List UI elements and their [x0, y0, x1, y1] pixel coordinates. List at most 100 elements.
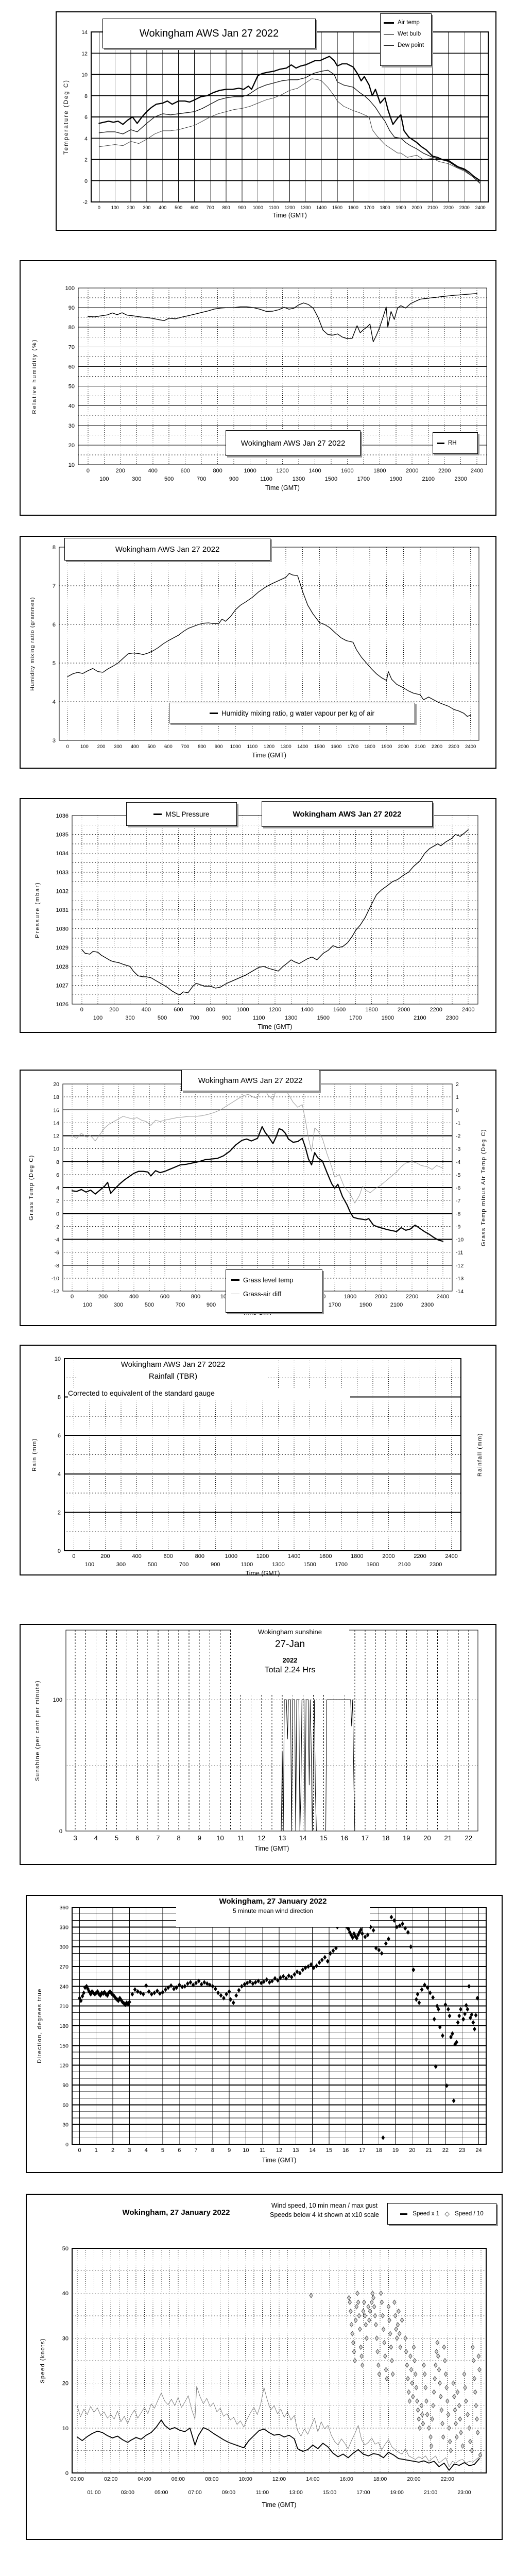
svg-text:800: 800 [191, 1294, 200, 1300]
svg-text:14: 14 [299, 1834, 306, 1842]
legend-item: Grass level temp [226, 1273, 322, 1287]
svg-text:600: 600 [164, 744, 173, 750]
svg-text:800: 800 [206, 1007, 215, 1013]
svg-text:02:00: 02:00 [104, 2476, 117, 2482]
svg-text:1900: 1900 [359, 1302, 372, 1308]
svg-text:15: 15 [326, 2147, 332, 2154]
svg-text:1800: 1800 [351, 1553, 363, 1560]
svg-text:300: 300 [114, 1302, 123, 1308]
svg-text:1100: 1100 [241, 1562, 253, 1568]
svg-text:2300: 2300 [454, 476, 467, 482]
svg-text:9: 9 [228, 2147, 231, 2154]
svg-text:14: 14 [53, 1120, 59, 1126]
svg-text:-13: -13 [456, 1276, 464, 1282]
svg-text:300: 300 [143, 205, 150, 210]
svg-text:500: 500 [164, 476, 174, 482]
svg-text:Time (GMT): Time (GMT) [262, 2501, 297, 2509]
svg-text:0: 0 [66, 744, 69, 750]
svg-text:1900: 1900 [382, 1015, 394, 1021]
svg-text:2100: 2100 [422, 476, 434, 482]
svg-text:Temperature (Deg C): Temperature (Deg C) [63, 79, 70, 155]
pressure-title: Wokingham AWS Jan 27 2022 [262, 801, 433, 827]
chart-title: Wokingham AWS Jan 27 2022 [293, 809, 402, 819]
svg-text:2400: 2400 [462, 1007, 474, 1013]
svg-text:2000: 2000 [398, 744, 409, 750]
svg-text:1400: 1400 [308, 468, 321, 474]
svg-text:5: 5 [161, 2147, 164, 2154]
svg-text:-12: -12 [456, 1263, 464, 1269]
svg-text:10: 10 [62, 2426, 68, 2432]
svg-text:13: 13 [293, 2147, 299, 2154]
svg-text:1800: 1800 [365, 1007, 377, 1013]
svg-text:0: 0 [65, 2142, 68, 2148]
svg-text:300: 300 [116, 1562, 126, 1568]
svg-text:-2: -2 [83, 199, 88, 206]
svg-text:1: 1 [95, 2147, 98, 2154]
svg-text:2400: 2400 [445, 1553, 457, 1560]
svg-text:2200: 2200 [432, 744, 442, 750]
svg-text:2200: 2200 [443, 205, 454, 210]
svg-text:200: 200 [98, 1294, 108, 1300]
wind-speed-chart: 00:00 02:00 04:00 06:00 08:00 10:00 12:00 14:00… [40, 2246, 487, 2509]
svg-text:2000: 2000 [398, 1007, 410, 1013]
svg-text:4: 4 [145, 2147, 148, 2154]
svg-text:300: 300 [132, 476, 141, 482]
sunshine-total: Total 2.24 Hrs [264, 1666, 316, 1674]
svg-text:Rainfall (mm): Rainfall (mm) [477, 1433, 483, 1477]
svg-text:14:00: 14:00 [306, 2476, 319, 2482]
svg-text:04:00: 04:00 [138, 2476, 151, 2482]
svg-text:150: 150 [59, 2043, 68, 2049]
svg-text:2400: 2400 [437, 1294, 449, 1300]
svg-text:11:00: 11:00 [256, 2489, 269, 2496]
header-line-2: Speeds below 4 kt shown at x10 scale [270, 2211, 379, 2218]
svg-text:15: 15 [320, 1834, 327, 1842]
svg-text:200: 200 [97, 744, 106, 750]
svg-text:210: 210 [59, 2004, 68, 2010]
svg-text:1500: 1500 [332, 205, 342, 210]
legend-item: Dew point [381, 40, 431, 51]
svg-text:500: 500 [175, 205, 182, 210]
svg-text:2000: 2000 [411, 205, 422, 210]
svg-text:90: 90 [68, 305, 75, 311]
svg-text:12:00: 12:00 [272, 2476, 286, 2482]
svg-text:10: 10 [81, 72, 88, 78]
svg-text:17:00: 17:00 [356, 2489, 370, 2496]
svg-text:-10: -10 [52, 1276, 59, 1282]
svg-text:200: 200 [127, 205, 135, 210]
svg-text:1700: 1700 [335, 1562, 348, 1568]
panel-wind-speed: 00:00 02:00 04:00 06:00 08:00 10:00 12:00 14:00… [26, 2194, 503, 2540]
svg-text:900: 900 [207, 1302, 216, 1308]
svg-text:-5: -5 [456, 1172, 460, 1178]
svg-text:05:00: 05:00 [154, 2489, 168, 2496]
svg-text:100: 100 [83, 1302, 92, 1308]
svg-text:1800: 1800 [365, 744, 375, 750]
svg-text:1400: 1400 [297, 744, 308, 750]
svg-text:18: 18 [382, 1834, 389, 1842]
wind-speed-legend: Speed x 1 ◇ Speed / 10 [387, 2203, 496, 2225]
wind-speed-title: Wokingham, 27 January 2022 [99, 2208, 253, 2224]
grass-temp-line-icon [231, 1279, 239, 1281]
svg-text:Time (GMT): Time (GMT) [252, 752, 286, 759]
svg-text:6: 6 [84, 114, 88, 121]
svg-text:Time (GMT): Time (GMT) [246, 1570, 280, 1577]
legend-label: Speed / 10 [455, 2211, 484, 2217]
svg-text:200: 200 [109, 1007, 118, 1013]
svg-text:1100: 1100 [269, 205, 279, 210]
panel-pressure: 0 200 400 600 800 1000 1200 1400 1600 1800 2000 220… [20, 798, 496, 1033]
svg-text:7: 7 [194, 2147, 197, 2154]
svg-text:21: 21 [444, 1834, 451, 1842]
svg-text:500: 500 [145, 1302, 154, 1308]
svg-text:300: 300 [59, 1944, 68, 1951]
svg-text:Grass Temp minus Air Temp (Deg: Grass Temp minus Air Temp (Deg C) [480, 1129, 487, 1246]
svg-text:1700: 1700 [364, 205, 374, 210]
svg-text:-12: -12 [52, 1289, 59, 1295]
diamond-icon: ◇ [444, 2210, 450, 2217]
grass-title: Wokingham AWS Jan 27 2022 [181, 1070, 319, 1091]
svg-text:18: 18 [376, 2147, 382, 2154]
rh-legend: RH [433, 432, 478, 454]
svg-text:1036: 1036 [56, 813, 68, 819]
svg-text:2300: 2300 [430, 1562, 442, 1568]
svg-text:2100: 2100 [414, 1015, 426, 1021]
svg-text:2300: 2300 [421, 1302, 434, 1308]
svg-text:2200: 2200 [406, 1294, 418, 1300]
